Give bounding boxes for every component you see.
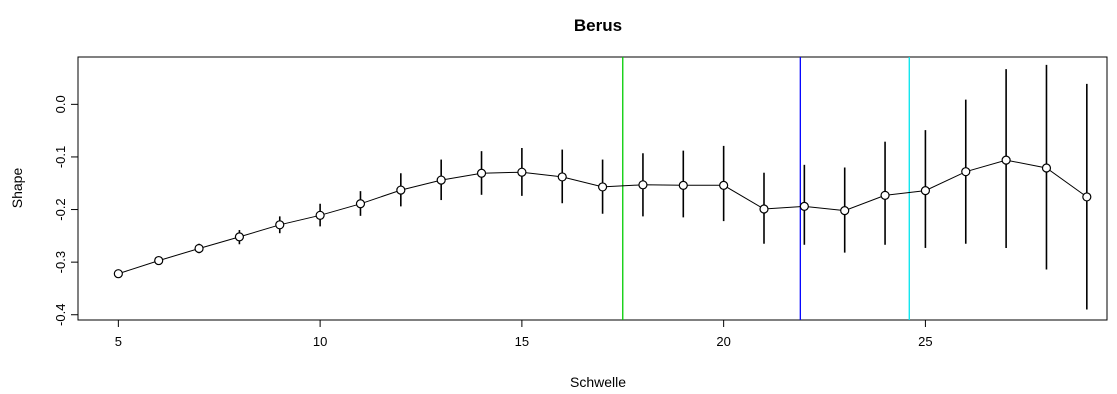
data-point — [719, 180, 729, 190]
data-point — [880, 190, 890, 200]
y-tick-label: -0.3 — [53, 251, 68, 273]
x-axis-label: Schwelle — [570, 374, 626, 390]
y-axis-label: Shape — [9, 168, 25, 209]
y-tick-label: -0.2 — [53, 198, 68, 220]
data-point — [920, 186, 931, 196]
x-tick-label: 25 — [918, 334, 932, 349]
data-point — [799, 201, 809, 211]
data-point — [355, 199, 366, 209]
data-point — [759, 204, 769, 214]
data-point — [154, 255, 164, 266]
data-point — [234, 232, 245, 242]
reference-lines — [622, 57, 910, 320]
x-axis: 5 10 15 20 25 — [115, 320, 933, 349]
data-point — [840, 205, 850, 216]
data-point — [961, 167, 971, 177]
data-point — [638, 180, 648, 190]
data-point — [597, 182, 608, 192]
x-tick-label: 10 — [313, 334, 327, 349]
data-point — [1041, 163, 1052, 173]
data-point — [678, 180, 688, 190]
data-point — [113, 269, 123, 279]
y-tick-label: 0.0 — [53, 95, 68, 113]
chart-title: Berus — [574, 16, 622, 35]
data-point — [275, 220, 285, 230]
plot-frame — [77, 56, 1108, 321]
x-tick-label: 20 — [716, 334, 730, 349]
data-point — [315, 210, 325, 220]
data-point — [436, 175, 446, 185]
data-point — [1082, 192, 1092, 202]
y-tick-label: -0.1 — [53, 146, 68, 168]
data-point — [1001, 155, 1011, 165]
x-tick-label: 5 — [115, 334, 122, 349]
plot-area — [77, 56, 1108, 321]
data-point — [476, 168, 487, 178]
data-point — [557, 172, 567, 182]
data-points — [113, 155, 1092, 279]
y-tick-label: -0.4 — [53, 304, 68, 326]
y-axis: -0.4 -0.3 -0.2 -0.1 0.0 — [53, 95, 78, 326]
x-tick-label: 15 — [515, 334, 529, 349]
data-point — [194, 243, 204, 254]
data-point — [396, 185, 406, 195]
data-point — [517, 167, 527, 177]
